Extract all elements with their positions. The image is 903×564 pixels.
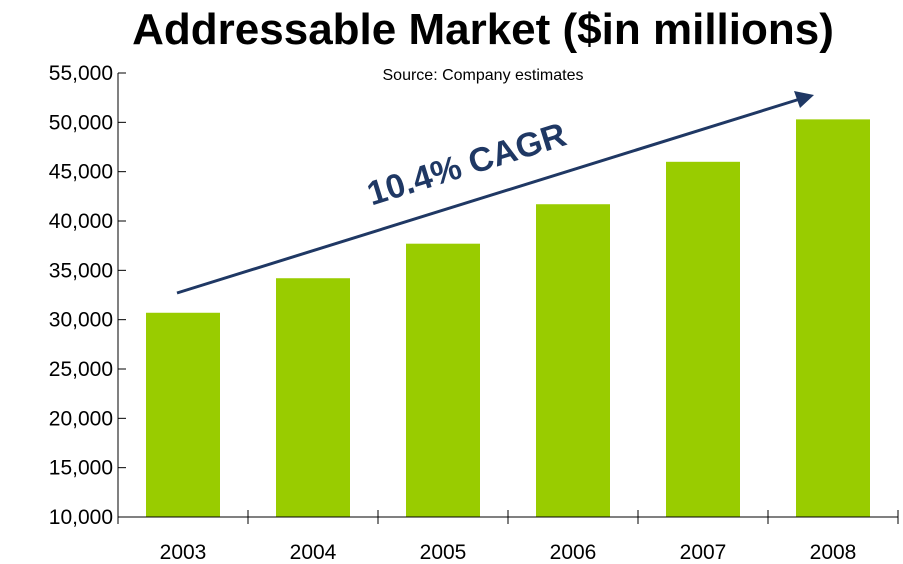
bar-2004: [276, 278, 350, 517]
y-tick-label: 35,000: [49, 259, 113, 282]
chart-subtitle: Source: Company estimates: [383, 67, 584, 84]
y-tick-label: 50,000: [49, 111, 113, 134]
bar-2003: [146, 312, 220, 517]
bar-2006: [536, 204, 610, 517]
y-tick-label: 10,000: [49, 506, 113, 529]
x-tick-label: 2006: [550, 541, 597, 564]
chart-title: Addressable Market ($in millions): [132, 5, 834, 54]
x-tick-label: 2007: [680, 541, 727, 564]
x-tick-label: 2005: [420, 541, 467, 564]
x-tick-label: 2008: [810, 541, 857, 564]
bar-2005: [406, 243, 480, 517]
y-tick-label: 20,000: [49, 407, 113, 430]
y-tick-label: 30,000: [49, 309, 113, 332]
cagr-arrow-line: [176, 97, 801, 295]
x-tick-label: 2004: [290, 541, 337, 564]
x-axis: 2003 2004 2005 2006 2007 2008: [117, 510, 899, 564]
bar-group: [146, 119, 870, 518]
cagr-label: 10.4% CAGR: [363, 116, 571, 214]
y-tick-label: 40,000: [49, 210, 113, 233]
x-tick-label: 2003: [160, 541, 207, 564]
bar-2008: [796, 119, 870, 517]
y-tick-label: 55,000: [49, 62, 113, 85]
cagr-arrow-head: [794, 91, 814, 108]
y-axis: 10,000 15,000 20,000 25,000 30,000 35,000 40,0…: [49, 62, 126, 529]
bar-2007: [666, 161, 740, 518]
cagr-arrow: [176, 91, 814, 295]
y-tick-label: 15,000: [49, 457, 113, 480]
y-tick-label: 45,000: [49, 161, 113, 184]
y-tick-label: 25,000: [49, 358, 113, 381]
